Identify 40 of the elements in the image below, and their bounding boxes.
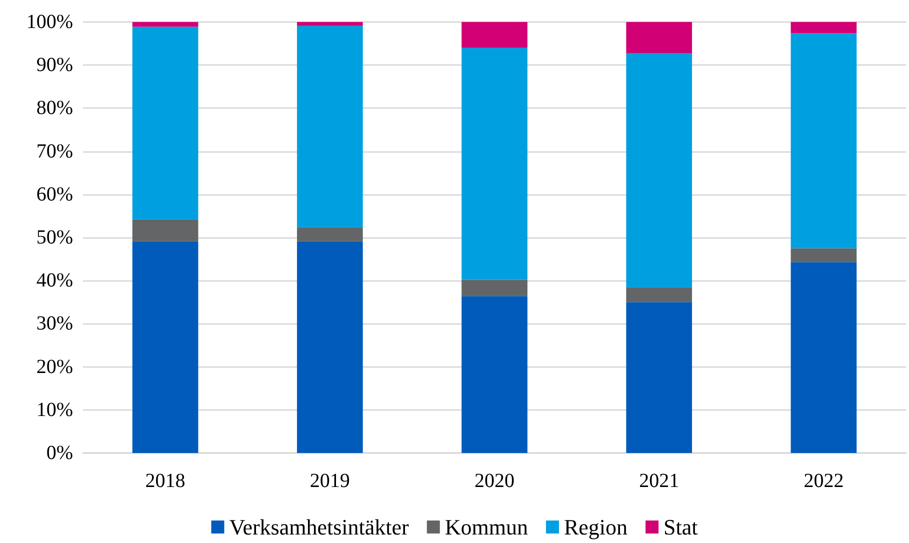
bar: [790, 22, 857, 34]
y-tick-label: 60%: [36, 183, 73, 206]
bar: [132, 26, 198, 220]
y-tick-label: 70%: [36, 140, 73, 162]
bar: [132, 241, 198, 453]
y-tick-label: 40%: [36, 270, 73, 292]
bar: [296, 227, 363, 242]
y-tick-label: 0%: [46, 442, 73, 464]
legend-label: Stat: [664, 514, 698, 540]
bar: [790, 262, 857, 453]
y-tick-label: 100%: [26, 11, 73, 33]
bar: [626, 302, 692, 453]
bar: [296, 26, 363, 228]
bar: [626, 22, 692, 54]
bar: [462, 280, 528, 296]
x-tick-label: 2019: [310, 470, 350, 492]
y-tick-label: 20%: [36, 356, 73, 378]
legend-label: Region: [564, 514, 628, 540]
bar: [790, 33, 857, 248]
bar: [462, 48, 528, 280]
legend-label: Kommun: [444, 514, 528, 540]
x-tick-label: 2020: [474, 470, 514, 492]
bar: [132, 22, 198, 27]
bar: [626, 53, 692, 288]
y-tick-label: 30%: [36, 312, 73, 335]
x-tick-label: 2021: [639, 470, 680, 492]
y-tick-label: 50%: [36, 226, 73, 248]
bar: [462, 22, 528, 48]
y-tick-label: 80%: [36, 97, 73, 120]
bar: [132, 219, 198, 242]
y-tick-label: 10%: [36, 398, 73, 421]
bar: [462, 296, 528, 453]
y-tick-label: 90%: [36, 54, 73, 76]
x-tick-label: 2022: [804, 470, 844, 492]
bar: [296, 22, 363, 26]
x-tick-label: 2018: [145, 470, 186, 492]
bar: [626, 287, 692, 302]
bar: [790, 248, 857, 262]
legend-label: Verksamhetsintäkter: [229, 514, 410, 540]
bar: [296, 241, 363, 453]
